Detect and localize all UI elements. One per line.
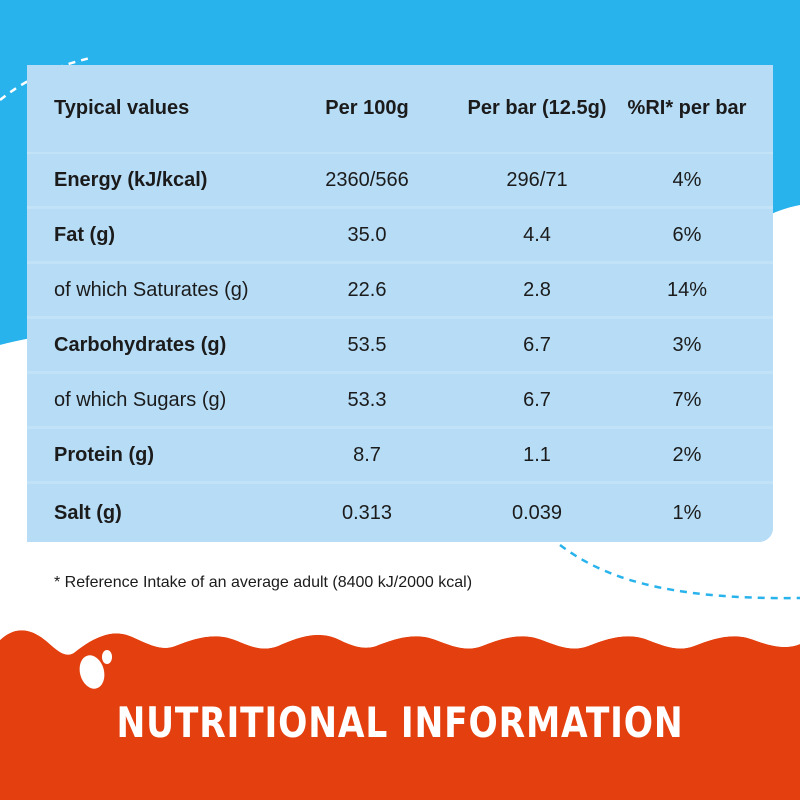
reference-intake-footnote: * Reference Intake of an average adult (… (54, 574, 473, 591)
table-header-row: Typical values Per 100g Per bar (12.5g) … (27, 65, 773, 152)
dashed-curve-bottom (559, 543, 800, 600)
header-typical-values: Typical values (54, 97, 190, 119)
table-row: Salt (g) 0.313 0.039 1% (27, 484, 773, 542)
row-ri: 4% (672, 168, 702, 191)
row-ri: 2% (672, 443, 702, 466)
row-per-100g: 2360/566 (325, 168, 409, 191)
table-row: Energy (kJ/kcal) 2360/566 296/71 4% (27, 154, 773, 206)
row-ri: 14% (666, 278, 708, 301)
row-label: Fat (g) (54, 223, 116, 246)
row-per-100g: 8.7 (353, 443, 381, 466)
row-per-bar: 2.8 (523, 278, 551, 301)
row-ri: 3% (672, 333, 702, 356)
row-label: of which Sugars (g) (54, 388, 227, 411)
header-per-100g: Per 100g (325, 97, 409, 119)
table-row: Carbohydrates (g) 53.5 6.7 3% (27, 319, 773, 371)
row-per-bar: 6.7 (523, 333, 551, 356)
row-ri: 7% (672, 388, 702, 411)
row-label: Protein (g) (54, 443, 154, 466)
milk-edge (0, 612, 800, 655)
row-ri: 1% (672, 501, 702, 524)
table-row: Protein (g) 8.7 1.1 2% (27, 429, 773, 481)
row-per-bar: 6.7 (523, 388, 551, 411)
row-per-100g: 53.5 (347, 333, 387, 356)
nutrition-table: Typical values Per 100g Per bar (12.5g) … (27, 65, 773, 542)
header-ri-per-bar: %RI* per bar (627, 97, 747, 119)
milk-drop-small (102, 650, 112, 664)
table-row: of which Sugars (g) 53.3 6.7 7% (27, 374, 773, 426)
row-per-bar: 4.4 (523, 223, 551, 246)
table-row: of which Saturates (g) 22.6 2.8 14% (27, 264, 773, 316)
header-per-bar: Per bar (12.5g) (467, 97, 607, 119)
row-label: Energy (kJ/kcal) (54, 168, 208, 191)
row-label: Carbohydrates (g) (54, 333, 227, 356)
row-per-100g: 53.3 (347, 388, 387, 411)
row-per-100g: 22.6 (347, 278, 387, 301)
row-per-bar: 296/71 (506, 168, 568, 191)
row-per-bar: 1.1 (523, 443, 551, 466)
dashed-curve-top (0, 56, 91, 101)
row-per-bar: 0.039 (511, 501, 563, 524)
row-per-100g: 35.0 (347, 223, 387, 246)
milk-drop-large (79, 655, 105, 689)
row-label: of which Saturates (g) (54, 278, 249, 301)
row-label: Salt (g) (54, 501, 122, 524)
orange-banner (0, 630, 800, 800)
row-ri: 6% (672, 223, 702, 246)
table-row: Fat (g) 35.0 4.4 6% (27, 209, 773, 261)
row-per-100g: 0.313 (341, 501, 393, 524)
banner-title: NUTRITIONAL INFORMATION (116, 698, 684, 747)
